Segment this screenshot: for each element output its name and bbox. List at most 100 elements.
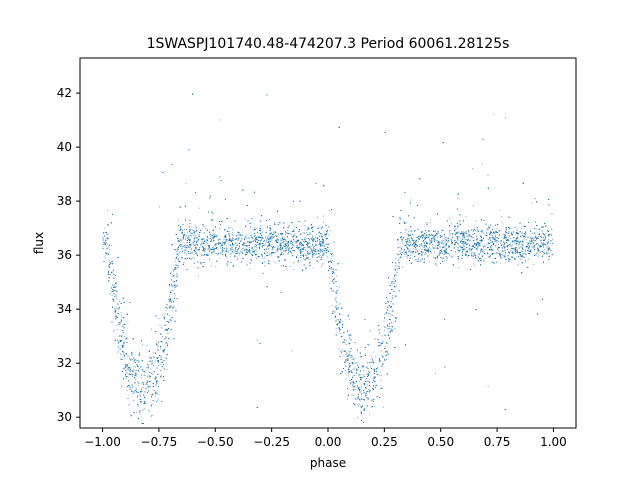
data-point: [475, 220, 477, 222]
data-point: [543, 235, 545, 236]
data-point: [481, 240, 482, 242]
data-point: [529, 240, 530, 241]
data-point: [264, 239, 266, 241]
data-point: [430, 240, 432, 242]
data-point: [359, 390, 360, 392]
data-point: [118, 313, 120, 315]
data-point: [536, 238, 538, 239]
data-point: [391, 297, 393, 299]
data-point: [516, 233, 518, 235]
data-point: [203, 248, 205, 249]
data-point: [486, 230, 488, 232]
data-point: [249, 258, 251, 260]
data-point: [542, 261, 544, 263]
data-point: [296, 254, 298, 256]
data-point: [289, 266, 291, 267]
data-point: [195, 243, 197, 245]
data-point: [511, 233, 512, 235]
data-point: [523, 238, 525, 240]
data-point: [151, 373, 152, 374]
data-point: [156, 377, 157, 379]
data-point: [117, 340, 119, 342]
data-point: [254, 234, 256, 236]
data-point: [496, 228, 498, 230]
data-point: [316, 253, 317, 255]
data-point: [314, 246, 315, 247]
data-point: [445, 251, 447, 253]
data-point: [552, 243, 553, 245]
data-point: [485, 248, 487, 250]
data-point: [521, 243, 523, 245]
data-point: [112, 298, 114, 300]
data-point: [541, 242, 543, 244]
data-point: [369, 413, 371, 415]
data-point: [430, 248, 432, 250]
data-point: [187, 252, 189, 254]
data-point: [123, 344, 125, 346]
data-point: [312, 241, 314, 243]
data-point: [298, 248, 300, 250]
data-point: [248, 251, 250, 253]
data-point: [548, 256, 550, 258]
data-point: [262, 247, 264, 249]
data-point: [367, 362, 368, 364]
data-point: [198, 275, 199, 277]
data-point: [212, 238, 214, 240]
data-point: [382, 354, 383, 356]
data-point: [453, 243, 455, 245]
data-point: [106, 253, 108, 255]
data-point: [184, 252, 186, 254]
data-point: [238, 254, 240, 256]
data-point: [525, 239, 527, 241]
data-point: [305, 246, 307, 248]
data-point: [158, 357, 159, 358]
data-point: [201, 261, 203, 263]
data-point: [461, 242, 463, 244]
data-point: [198, 207, 200, 209]
data-point: [150, 368, 152, 370]
data-point: [292, 242, 293, 243]
data-point: [155, 395, 157, 397]
data-point: [152, 360, 154, 361]
data-point: [193, 257, 195, 259]
data-point: [349, 380, 351, 381]
data-point: [441, 241, 443, 243]
data-point: [338, 320, 340, 322]
data-point: [467, 256, 468, 258]
data-point: [364, 408, 366, 409]
data-point: [312, 229, 313, 231]
data-point: [424, 250, 426, 252]
data-point: [287, 230, 289, 232]
data-point: [528, 258, 529, 260]
data-point: [140, 399, 142, 400]
data-point: [508, 245, 509, 246]
data-point: [164, 313, 166, 315]
data-point: [305, 236, 307, 238]
data-point: [160, 370, 162, 372]
data-point: [335, 281, 337, 283]
data-point: [406, 254, 407, 256]
data-point: [227, 244, 229, 246]
data-point: [423, 237, 425, 239]
data-point: [311, 239, 313, 240]
data-point: [397, 268, 399, 270]
data-point: [176, 265, 178, 266]
data-point: [255, 257, 257, 259]
data-point: [437, 247, 438, 249]
data-point: [412, 251, 413, 253]
data-point: [158, 364, 160, 366]
data-point: [186, 253, 188, 255]
data-point: [465, 232, 467, 234]
data-point: [162, 314, 164, 316]
data-point: [158, 318, 160, 320]
data-point: [505, 117, 507, 118]
data-point: [282, 239, 284, 241]
data-point: [372, 377, 374, 379]
data-point: [531, 202, 533, 204]
data-point: [182, 257, 184, 258]
data-point: [509, 252, 511, 253]
data-point: [231, 234, 233, 236]
data-point: [500, 242, 502, 244]
data-point: [338, 330, 340, 332]
data-point: [374, 387, 376, 389]
